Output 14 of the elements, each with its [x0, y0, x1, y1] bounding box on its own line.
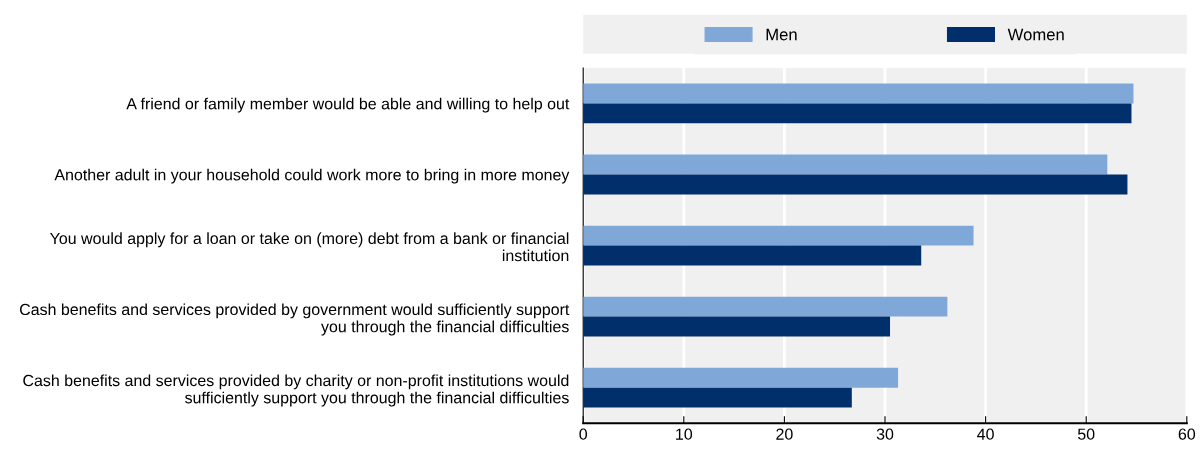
legend-label: Women — [1007, 28, 1064, 41]
x-tick-label: 40 — [977, 428, 994, 440]
x-tick-label: 60 — [1178, 428, 1196, 440]
legend-label: Men — [766, 28, 797, 41]
x-tick-label: 30 — [876, 428, 894, 440]
y-tick-label: Cash benefits and services provided by charity or non-profit institutions would sufficiently support you through the financial difficulties — [23, 374, 569, 407]
y-tick-label: You would apply for a loan or take on (more) debt from a bank or financial institution — [50, 232, 569, 262]
x-tick-label: 10 — [676, 428, 693, 440]
x-tick-label: 20 — [776, 428, 793, 440]
y-tick-label: Another adult in your household could work more to bring in more money — [54, 168, 570, 184]
y-tick-label: Cash benefits and services provided by government would sufficiently support you through the financial difficulties — [19, 303, 570, 336]
x-tick-label: 0 — [579, 428, 588, 440]
x-tick-label: 50 — [1077, 428, 1095, 440]
y-tick-label: A friend or family member would be able and willing to help out — [126, 97, 570, 113]
